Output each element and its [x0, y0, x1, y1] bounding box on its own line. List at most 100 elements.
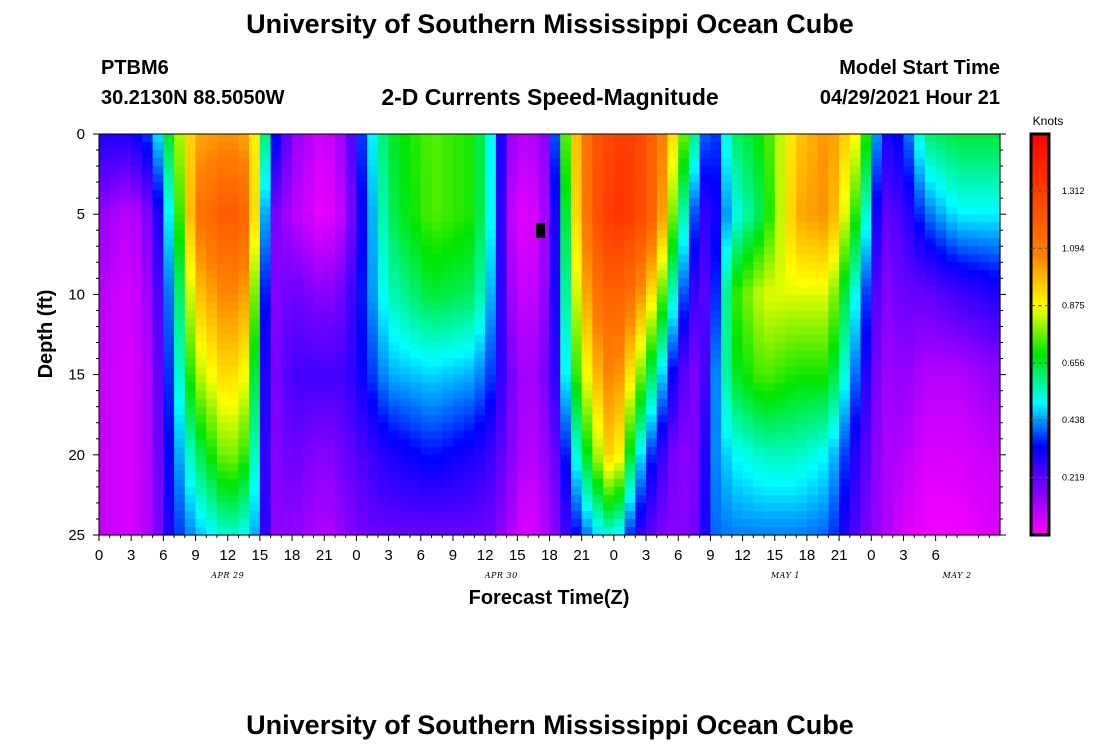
heatmap-cell — [860, 470, 872, 480]
heatmap-cell — [184, 142, 197, 151]
heatmap-cell — [946, 350, 958, 360]
heatmap-cell — [517, 262, 529, 271]
heatmap-cell — [345, 278, 358, 287]
heatmap-cell — [613, 398, 626, 408]
heatmap-cell — [99, 486, 111, 496]
heatmap-cell — [324, 150, 336, 159]
heatmap-cell — [152, 350, 164, 360]
heatmap-cell — [753, 438, 765, 448]
heatmap-cell — [463, 478, 476, 488]
heatmap-cell — [152, 342, 164, 352]
heatmap-cell — [817, 246, 829, 255]
heatmap-cell — [377, 470, 390, 480]
heatmap-cell — [549, 350, 561, 360]
heatmap-cell — [99, 390, 111, 400]
heatmap-cell — [699, 334, 711, 344]
heatmap-cell — [603, 302, 615, 312]
heatmap-cell — [817, 326, 829, 336]
heatmap-cell — [356, 366, 368, 376]
heatmap-cell — [302, 206, 315, 215]
heatmap-cell — [195, 462, 207, 472]
heatmap-cell — [871, 198, 883, 207]
heatmap-cell — [227, 334, 240, 344]
heatmap-cell — [463, 174, 476, 183]
heatmap-cell — [903, 518, 915, 528]
heatmap-cell — [613, 246, 626, 255]
heatmap-cell — [978, 206, 990, 215]
heatmap-cell — [892, 238, 905, 247]
heatmap-cell — [506, 374, 518, 384]
heatmap-cell — [410, 174, 422, 183]
heatmap-cell — [152, 502, 164, 512]
heatmap-cell — [442, 478, 454, 488]
heatmap-cell — [302, 438, 315, 448]
heatmap-cell — [560, 294, 572, 304]
heatmap-cell — [517, 422, 529, 432]
heatmap-cell — [699, 502, 711, 512]
heatmap-cell — [753, 238, 765, 247]
heatmap-cell — [957, 382, 969, 392]
heatmap-cell — [538, 310, 551, 320]
heatmap-cell — [195, 246, 207, 255]
heatmap-cell — [806, 502, 819, 512]
heatmap-cell — [249, 294, 261, 304]
colorbar-tick-label: 1.094 — [1062, 243, 1085, 253]
heatmap-cell — [292, 478, 304, 488]
heatmap-cell — [882, 502, 894, 512]
heatmap-cell — [270, 198, 282, 207]
heatmap-cell — [367, 238, 379, 247]
heatmap-cell — [345, 350, 358, 360]
heatmap-cell — [377, 302, 390, 312]
heatmap-cell — [678, 358, 690, 368]
heatmap-cell — [334, 142, 347, 151]
heatmap-cell — [924, 326, 937, 336]
heatmap-cell — [817, 190, 829, 199]
heatmap-cell — [109, 206, 122, 215]
x-tick-label: 12 — [219, 547, 236, 564]
heatmap-cell — [452, 254, 465, 263]
heatmap-cell — [635, 502, 647, 512]
heatmap-cell — [635, 398, 647, 408]
heatmap-cell — [967, 206, 980, 215]
heatmap-cell — [839, 526, 851, 536]
heatmap-cell — [849, 190, 862, 199]
heatmap-cell — [399, 214, 411, 223]
heatmap-cell — [978, 310, 990, 320]
heatmap-cell — [903, 510, 915, 520]
heatmap-cell — [163, 430, 175, 440]
heatmap-cell — [528, 334, 540, 344]
heatmap-cell — [313, 494, 325, 504]
heatmap-cell — [667, 134, 679, 143]
heatmap-cell — [678, 230, 690, 239]
heatmap-cell — [399, 166, 411, 175]
heatmap-cell — [785, 190, 797, 199]
heatmap-cell — [603, 230, 615, 239]
heatmap-cell — [313, 286, 325, 295]
heatmap-cell — [570, 518, 583, 528]
heatmap-cell — [292, 166, 304, 175]
heatmap-cell — [570, 142, 583, 151]
heatmap-cell — [742, 334, 754, 344]
heatmap-cell — [216, 518, 229, 528]
heatmap-cell — [624, 374, 636, 384]
heatmap-cell — [828, 302, 840, 312]
heatmap-cell — [195, 286, 207, 295]
heatmap-cell — [570, 222, 583, 231]
heatmap-cell — [570, 174, 583, 183]
heatmap-cell — [592, 334, 604, 344]
heatmap-cell — [656, 390, 669, 400]
heatmap-cell — [324, 358, 336, 368]
heatmap-cell — [774, 302, 787, 312]
heatmap-cell — [388, 446, 400, 456]
heatmap-cell — [806, 182, 819, 191]
heatmap-cell — [581, 222, 594, 231]
heatmap-cell — [549, 302, 561, 312]
heatmap-cell — [152, 254, 164, 263]
heatmap-cell — [292, 486, 304, 496]
heatmap-cell — [506, 294, 518, 304]
heatmap-cell — [699, 478, 711, 488]
heatmap-cell — [195, 174, 207, 183]
heatmap-cell — [656, 150, 669, 159]
heatmap-cell — [839, 222, 851, 231]
heatmap-cell — [613, 510, 626, 520]
